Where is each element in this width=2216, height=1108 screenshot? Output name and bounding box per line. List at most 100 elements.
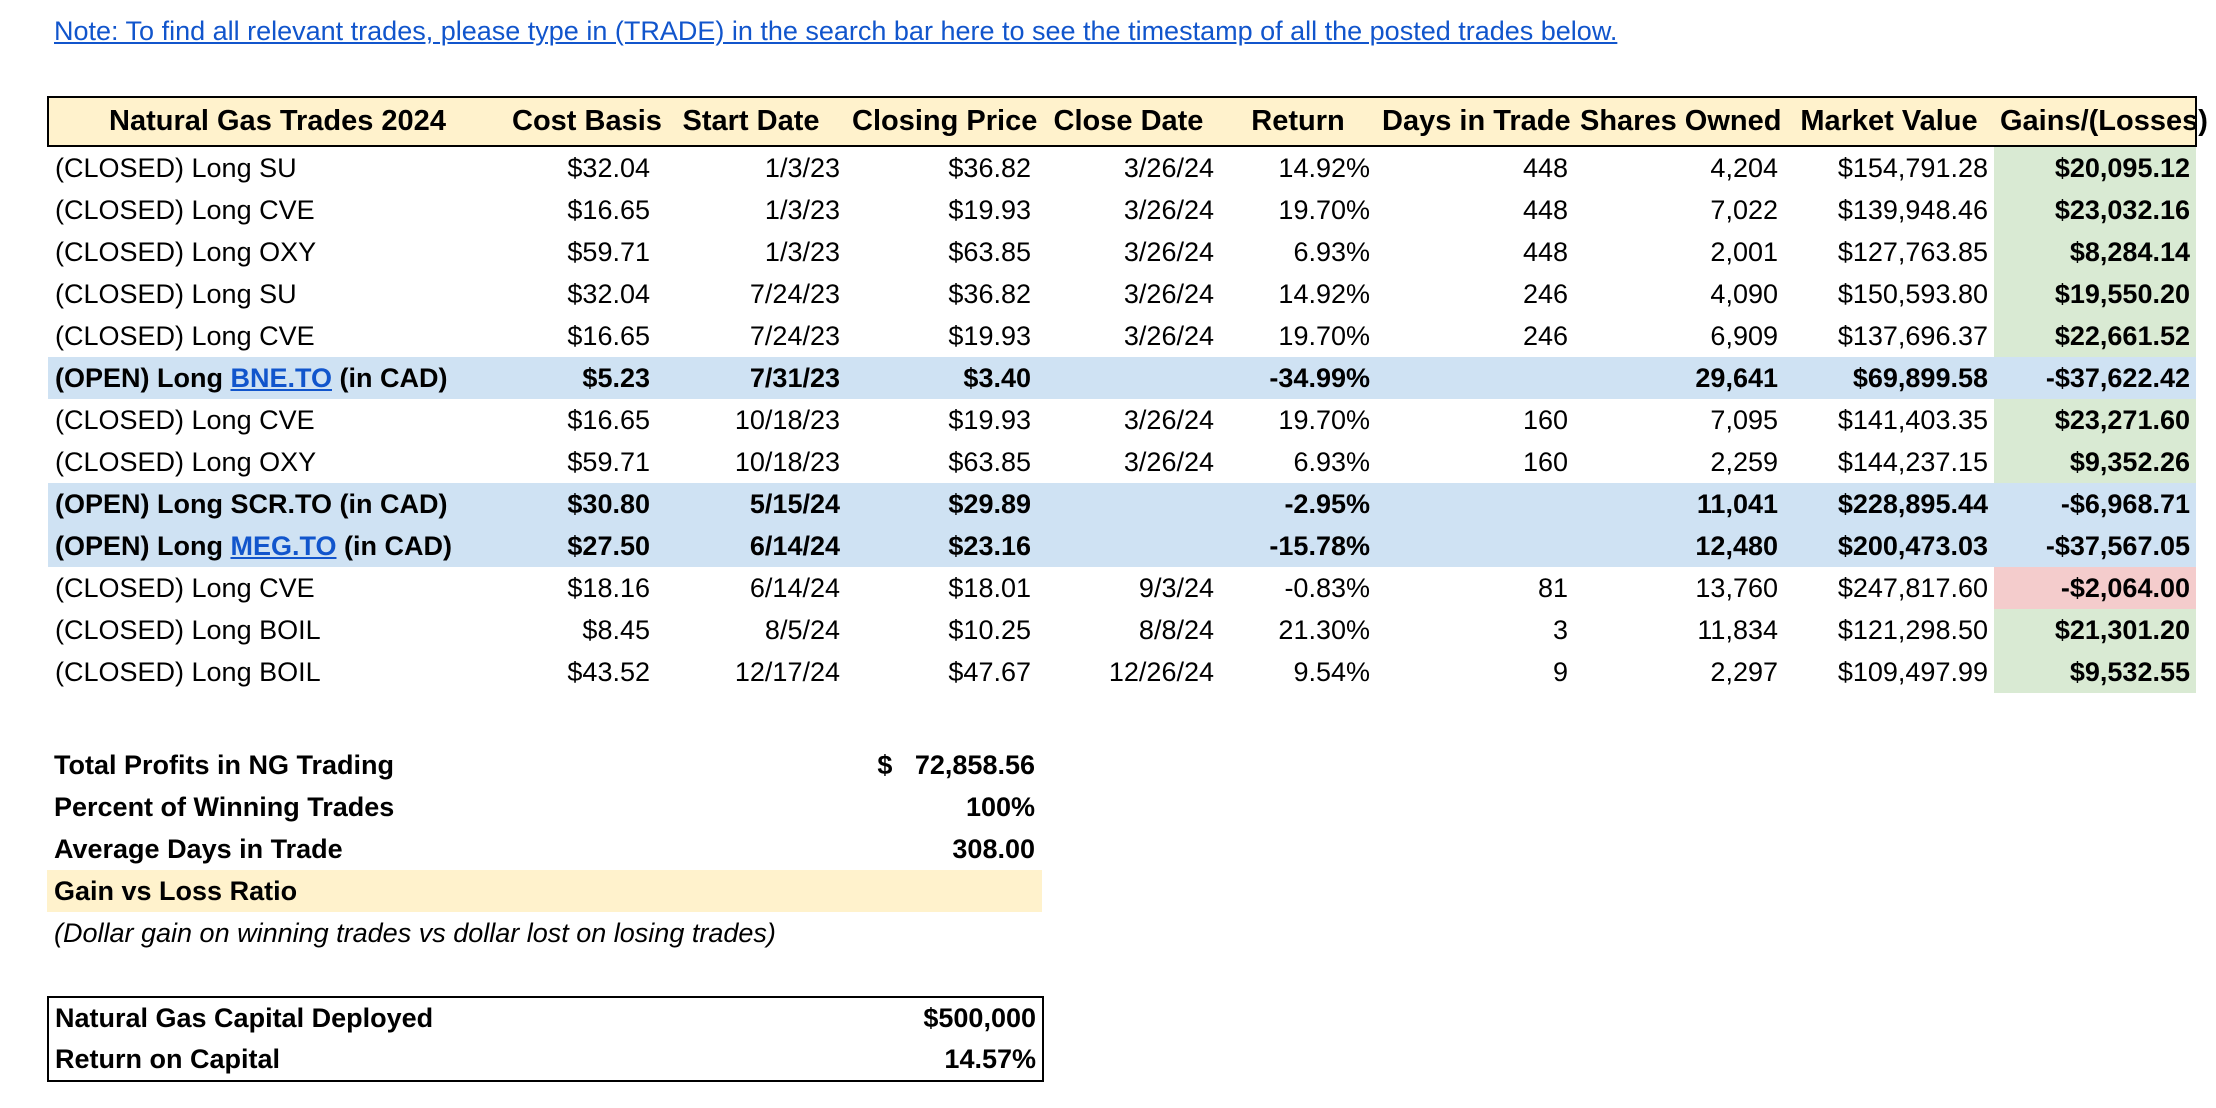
- trade-name-cell: (CLOSED) Long OXY: [48, 231, 506, 273]
- return-cell: -2.95%: [1220, 483, 1376, 525]
- market-value-cell: $139,948.46: [1837, 194, 1988, 225]
- trade-currency-note: (in CAD): [332, 362, 448, 393]
- close-date-cell: 3/26/24: [1123, 278, 1214, 309]
- cost-basis-cell: $16.65: [567, 404, 650, 435]
- close-date-cell: 9/3/24: [1138, 572, 1214, 603]
- avg-days-row: Average Days in Trade 308.00: [47, 828, 1042, 870]
- cost-basis-cell: $18.16: [567, 572, 650, 603]
- gains-losses-cell: $19,550.20: [1994, 273, 2196, 315]
- header-close-date: Close Date: [1037, 96, 1220, 147]
- return-cell: 14.92%: [1278, 152, 1370, 183]
- market-value-cell: $121,298.50: [1837, 614, 1988, 645]
- header-market-value: Market Value: [1784, 96, 1994, 147]
- close-date-cell: 8/8/24: [1138, 614, 1214, 645]
- days-in-trade-cell: 160: [1522, 446, 1568, 477]
- return-on-capital-label: Return on Capital: [55, 1044, 281, 1074]
- days-in-trade-cell: 3: [1552, 614, 1568, 645]
- close-date-cell: 3/26/24: [1123, 446, 1214, 477]
- gains-losses-cell: $20,095.12: [1994, 146, 2196, 189]
- gains-losses-cell: -$37,567.05: [1994, 525, 2196, 567]
- trade-name-cell: (OPEN) Long SCR.TO (in CAD): [48, 483, 506, 525]
- cost-basis-cell: $5.23: [506, 357, 656, 399]
- winning-trades-value: 100%: [965, 791, 1035, 822]
- trade-currency-note: (in CAD): [336, 530, 452, 561]
- ticker-link[interactable]: BNE.TO: [230, 362, 332, 393]
- days-in-trade-cell: 448: [1522, 194, 1568, 225]
- return-cell: 9.54%: [1293, 656, 1370, 687]
- closing-price-cell: $23.16: [846, 525, 1037, 567]
- days-in-trade-cell: 246: [1522, 320, 1568, 351]
- market-value-cell: $228,895.44: [1784, 483, 1994, 525]
- days-in-trade-cell: 448: [1522, 152, 1568, 183]
- shares-owned-cell: 11,041: [1574, 483, 1784, 525]
- closing-price-cell: $36.82: [948, 152, 1031, 183]
- closing-price-cell: $47.67: [948, 656, 1031, 687]
- trade-name-cell: (OPEN) Long MEG.TO (in CAD): [48, 525, 506, 567]
- trade-name-text: (CLOSED) Long BOIL: [55, 656, 321, 687]
- days-in-trade-cell: 9: [1552, 656, 1568, 687]
- gains-losses-cell: $9,352.26: [1994, 441, 2196, 483]
- days-in-trade-cell: [1376, 525, 1574, 567]
- trade-name-cell: (CLOSED) Long SU: [48, 273, 506, 315]
- capital-deployed-label: Natural Gas Capital Deployed: [55, 1003, 434, 1033]
- cost-basis-cell: $27.50: [506, 525, 656, 567]
- gains-losses-cell: $9,532.55: [1994, 651, 2196, 693]
- table-row: (CLOSED) Long CVE $18.16 6/14/24 $18.01 9/3/…: [48, 567, 2196, 609]
- search-note-link[interactable]: Note: To find all relevant trades, pleas…: [54, 16, 1618, 46]
- closing-price-cell: $18.01: [948, 572, 1031, 603]
- days-in-trade-cell: [1376, 357, 1574, 399]
- trade-name-cell: (OPEN) Long BNE.TO (in CAD): [48, 357, 506, 399]
- start-date-cell: 1/3/23: [764, 236, 840, 267]
- market-value-cell: $144,237.15: [1837, 446, 1988, 477]
- return-on-capital-value: 14.57%: [944, 1044, 1036, 1074]
- gains-losses-cell: -$37,622.42: [1994, 357, 2196, 399]
- market-value-cell: $109,497.99: [1837, 656, 1988, 687]
- return-cell: 6.93%: [1293, 236, 1370, 267]
- shares-owned-cell: 4,204: [1710, 152, 1778, 183]
- trade-name-cell: (CLOSED) Long SU: [48, 146, 506, 189]
- table-row: (OPEN) Long BNE.TO (in CAD) $5.23 7/31/23 $…: [48, 357, 2196, 399]
- days-in-trade-cell: [1376, 483, 1574, 525]
- trade-name-cell: (CLOSED) Long CVE: [48, 189, 506, 231]
- trade-name-text: (CLOSED) Long CVE: [55, 320, 315, 351]
- return-cell: 19.70%: [1278, 320, 1370, 351]
- market-value-cell: $137,696.37: [1837, 320, 1988, 351]
- table-row: (OPEN) Long SCR.TO (in CAD) $30.80 5/15/24…: [48, 483, 2196, 525]
- gain-loss-note: (Dollar gain on winning trades vs dollar…: [54, 917, 776, 948]
- trade-name-text: (CLOSED) Long OXY: [55, 446, 317, 477]
- return-cell: -15.78%: [1220, 525, 1376, 567]
- avg-days-value: 308.00: [952, 833, 1035, 864]
- trade-name-text: (OPEN) Long: [55, 530, 231, 561]
- trade-name-text: (CLOSED) Long BOIL: [55, 614, 321, 645]
- cost-basis-cell: $43.52: [567, 656, 650, 687]
- ticker-link[interactable]: MEG.TO: [230, 530, 337, 561]
- start-date-cell: 7/24/23: [749, 278, 840, 309]
- return-cell: 19.70%: [1278, 194, 1370, 225]
- start-date-cell: 1/3/23: [764, 152, 840, 183]
- market-value-cell: $141,403.35: [1837, 404, 1988, 435]
- total-profits-row: Total Profits in NG Trading $ 72,858.56: [47, 744, 1042, 786]
- start-date-cell: 1/3/23: [764, 194, 840, 225]
- table-row: (CLOSED) Long OXY $59.71 1/3/23 $63.85 3/26/…: [48, 231, 2196, 273]
- return-cell: 21.30%: [1278, 614, 1370, 645]
- trade-name-text: (CLOSED) Long CVE: [55, 194, 315, 225]
- close-date-cell: 3/26/24: [1123, 320, 1214, 351]
- closing-price-cell: $19.93: [948, 320, 1031, 351]
- shares-owned-cell: 4,090: [1710, 278, 1778, 309]
- start-date-cell: 7/31/23: [656, 357, 846, 399]
- closing-price-cell: $36.82: [948, 278, 1031, 309]
- header-closing-price: Closing Price: [846, 96, 1037, 147]
- capital-deployed-value: $500,000: [923, 1003, 1036, 1033]
- shares-owned-cell: 11,834: [1697, 614, 1778, 645]
- summary-section: Total Profits in NG Trading $ 72,858.56 …: [47, 744, 1042, 954]
- table-header-row: Natural Gas Trades 2024 Cost Basis Start…: [47, 96, 2208, 147]
- winning-trades-label: Percent of Winning Trades: [54, 791, 395, 822]
- table-row: (CLOSED) Long CVE $16.65 1/3/23 $19.93 3/26/…: [48, 189, 2196, 231]
- market-value-cell: $150,593.80: [1837, 278, 1988, 309]
- closing-price-cell: $10.25: [948, 614, 1031, 645]
- cost-basis-cell: $32.04: [567, 278, 650, 309]
- gain-loss-ratio-label: Gain vs Loss Ratio: [54, 875, 298, 906]
- days-in-trade-cell: 246: [1522, 278, 1568, 309]
- header-shares-owned: Shares Owned: [1574, 96, 1784, 147]
- shares-owned-cell: 29,641: [1574, 357, 1784, 399]
